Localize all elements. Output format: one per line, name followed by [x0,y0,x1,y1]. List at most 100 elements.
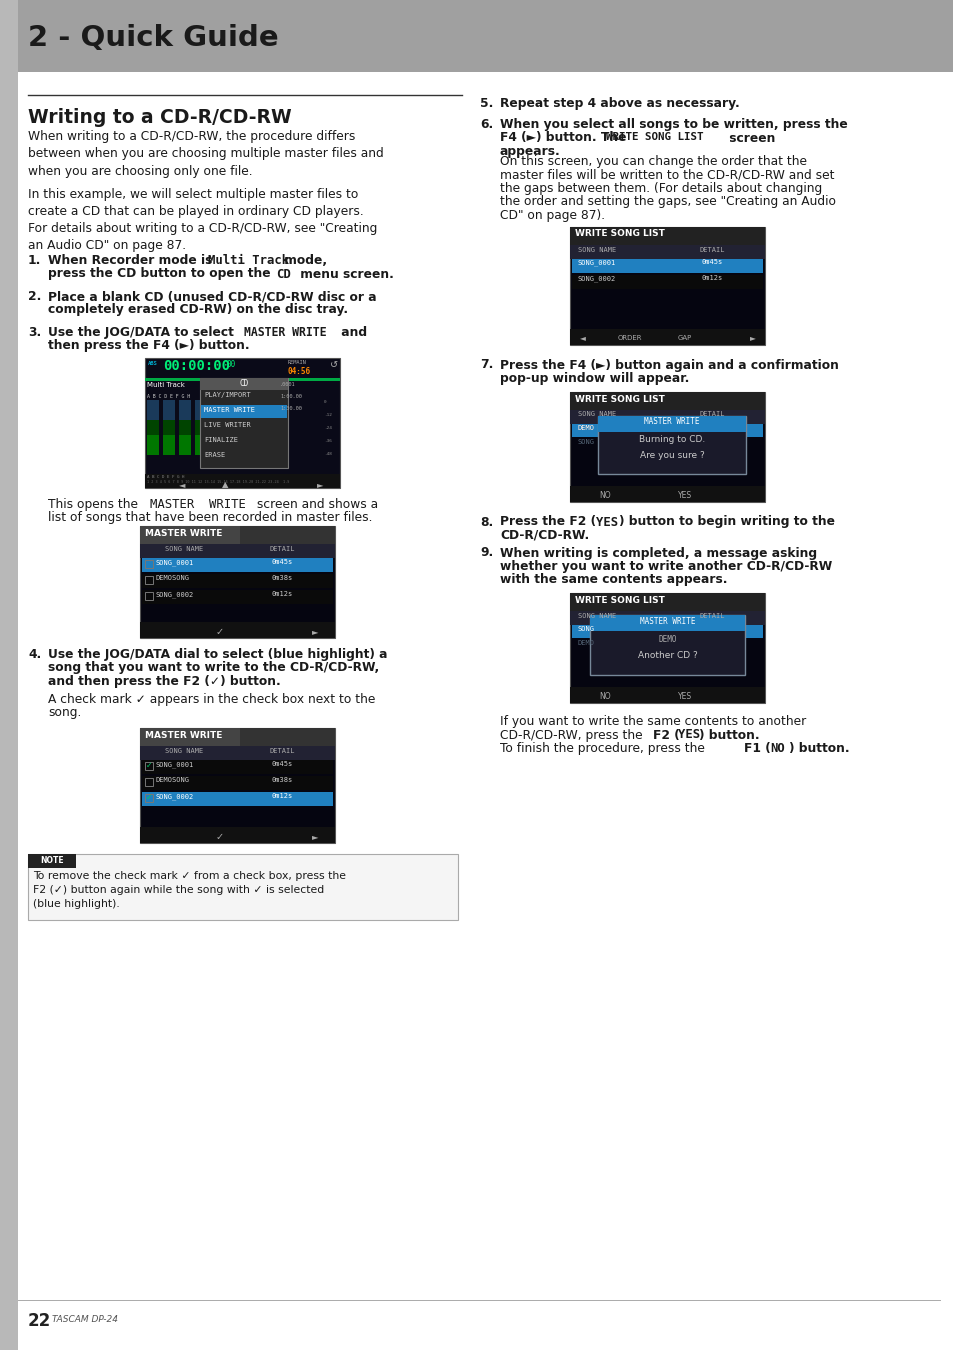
Bar [147,420,159,455]
Bar [179,420,191,455]
Text: PLAY/IMPORT: PLAY/IMPORT [204,392,251,398]
Text: In this example, we will select multiple master files to
create a CD that can be: In this example, we will select multiple… [28,188,363,219]
Text: SONG NAME: SONG NAME [578,247,616,252]
Text: F2 (✓) button again while the song with ✓ is selected: F2 (✓) button again while the song with … [33,886,324,895]
Bar [569,687,764,703]
Bar [145,576,152,585]
Bar [140,526,240,544]
Bar [572,424,762,436]
Text: 2 - Quick Guide: 2 - Quick Guide [28,24,278,53]
Text: NOTE: NOTE [40,856,64,865]
Bar [140,728,240,747]
Text: 0m45s: 0m45s [272,559,293,566]
Text: list of songs that have been recorded in master files.: list of songs that have been recorded in… [48,512,372,525]
Text: menu screen.: menu screen. [295,267,394,281]
Text: DEMO: DEMO [658,634,676,644]
Text: ) button.: ) button. [788,743,849,755]
Text: ▲: ▲ [221,481,228,489]
Bar [569,244,764,258]
Text: SONG: SONG [578,626,595,632]
Text: the order and setting the gaps, see "Creating an Audio: the order and setting the gaps, see "Cre… [499,196,835,208]
Text: DEMOSONG: DEMOSONG [156,778,190,783]
Text: 2.: 2. [28,290,41,302]
Text: 9.: 9. [479,547,493,559]
Bar [200,378,288,468]
Text: DEMO: DEMO [578,424,595,431]
Text: mode,: mode, [280,254,327,267]
Text: SONG NAME: SONG NAME [165,545,203,552]
Bar [179,435,191,455]
Bar [572,274,762,289]
Text: screen: screen [724,131,775,144]
Text: To remove the check mark ✓ from a check box, press the: To remove the check mark ✓ from a check … [33,871,346,882]
Bar [145,474,339,487]
Text: the gaps between them. (For details about changing: the gaps between them. (For details abou… [499,182,821,194]
Text: SONG_0002: SONG_0002 [156,792,194,799]
Text: Repeat step 4 above as necessary.: Repeat step 4 above as necessary. [499,97,739,109]
Text: 0m45s: 0m45s [272,761,293,767]
Text: SONG_0001: SONG_0001 [578,259,616,266]
Text: WRITE SONG LIST: WRITE SONG LIST [575,595,664,605]
Text: and then press the F2 (✓) button.: and then press the F2 (✓) button. [48,675,280,688]
Text: ►: ► [312,832,318,841]
Bar [201,405,287,418]
Text: REMAIN: REMAIN [288,360,307,365]
Text: with the same contents appears.: with the same contents appears. [499,574,727,586]
Text: -36: -36 [324,439,332,443]
Text: If you want to write the same contents to another: If you want to write the same contents t… [499,716,805,728]
Text: (blue highlight).: (blue highlight). [33,899,120,909]
Text: 0m38s: 0m38s [272,778,293,783]
Bar [145,761,152,770]
Text: ↺: ↺ [330,360,337,370]
Text: ABS: ABS [148,360,157,366]
Text: 0: 0 [324,400,326,404]
Bar [145,378,339,381]
Bar [147,400,159,455]
Text: ) button to begin writing to the: ) button to begin writing to the [618,516,834,528]
Text: 00:00:00: 00:00:00 [163,359,230,373]
Text: WRITE SONG LIST: WRITE SONG LIST [575,230,664,239]
Text: 0m12s: 0m12s [701,275,722,282]
Text: completely erased CD-RW) on the disc tray.: completely erased CD-RW) on the disc tra… [48,304,348,316]
Bar [194,420,207,455]
Text: 3.: 3. [28,325,41,339]
Text: When Recorder mode is: When Recorder mode is [48,254,216,267]
Text: When writing to a CD-R/CD-RW, the procedure differs
between when you are choosin: When writing to a CD-R/CD-RW, the proced… [28,130,383,178]
Text: SONG_0002: SONG_0002 [156,591,194,598]
Text: 1:00.00: 1:00.00 [280,394,301,400]
Text: 6.: 6. [479,117,493,131]
Text: NO: NO [769,743,784,755]
Bar [145,358,339,487]
Text: CD" on page 87).: CD" on page 87). [499,209,604,221]
Text: For details about writing to a CD-R/CD-RW, see "Creating
an Audio CD" on page 87: For details about writing to a CD-R/CD-R… [28,221,377,252]
Text: NO: NO [598,490,610,500]
Text: Press the F2 (: Press the F2 ( [499,516,596,528]
Bar [569,328,764,344]
Text: 0m45s: 0m45s [701,259,722,266]
Text: song that you want to write to the CD-R/CD-RW,: song that you want to write to the CD-R/… [48,662,379,675]
Text: ✓: ✓ [215,832,224,842]
Text: DETAIL: DETAIL [700,412,724,417]
Text: ) button.: ) button. [699,729,759,741]
Bar [569,486,764,501]
Bar [142,574,333,589]
Text: DEMO: DEMO [578,640,595,647]
Bar [589,616,744,675]
Text: ✓: ✓ [215,626,224,637]
Text: Are you sure ?: Are you sure ? [639,451,703,460]
Bar [211,400,223,455]
Bar [140,747,335,760]
Bar [28,855,76,868]
Text: MASTER  WRITE: MASTER WRITE [150,498,246,512]
Bar [142,792,333,806]
Bar [258,435,271,455]
Text: DETAIL: DETAIL [270,748,295,755]
Text: CD: CD [239,379,249,389]
Text: MASTER WRITE: MASTER WRITE [204,406,254,413]
Bar [142,760,333,774]
Text: whether you want to write another CD-R/CD-RW: whether you want to write another CD-R/C… [499,560,831,572]
Text: Multi Track: Multi Track [147,382,185,387]
Bar [140,728,335,842]
Text: When you select all songs to be written, press the: When you select all songs to be written,… [499,117,847,131]
Text: press the CD button to open the: press the CD button to open the [48,267,274,281]
